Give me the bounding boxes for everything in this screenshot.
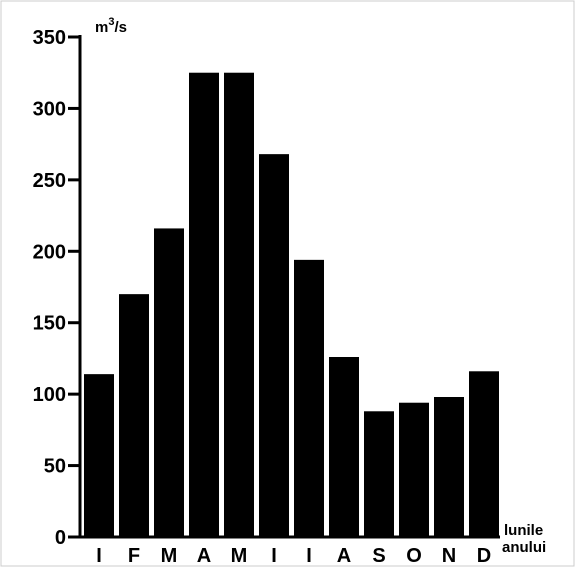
- x-category-label-3: M: [161, 545, 178, 567]
- bars: [84, 72, 499, 537]
- bar-11: [434, 397, 464, 537]
- x-category-label-5: M: [231, 545, 248, 567]
- y-axis: 0 50 100 150 200 250 300 350: [33, 27, 82, 549]
- y-tick-label-300: 300: [33, 98, 66, 120]
- bar-1: [84, 374, 114, 537]
- y-tick-label-250: 250: [33, 170, 66, 192]
- y-tick-label-50: 50: [44, 456, 66, 478]
- x-category-label-2: F: [128, 545, 140, 567]
- x-category-label-4: A: [197, 545, 211, 567]
- y-unit-label: m3/s: [95, 16, 127, 36]
- bar-6: [259, 154, 289, 537]
- x-category-label-8: A: [337, 545, 351, 567]
- x-category-label-9: S: [372, 545, 385, 567]
- y-tick-label-0: 0: [55, 527, 66, 549]
- y-tick-label-350: 350: [33, 27, 66, 49]
- x-category-label-6: I: [271, 545, 277, 567]
- bar-9: [364, 411, 394, 537]
- y-tick-label-100: 100: [33, 384, 66, 406]
- bar-3: [154, 228, 184, 537]
- bar-10: [399, 402, 429, 537]
- bar-4: [189, 72, 219, 537]
- bar-2: [119, 294, 149, 537]
- y-tick-label-200: 200: [33, 241, 66, 263]
- bar-5: [224, 72, 254, 537]
- x-category-label-1: I: [96, 545, 102, 567]
- x-category-label-11: N: [442, 545, 456, 567]
- x-axis-label-line1: lunile: [504, 522, 543, 539]
- x-category-label-10: O: [406, 545, 422, 567]
- x-axis-label-line2: anului: [502, 539, 546, 556]
- x-category-label-7: I: [306, 545, 312, 567]
- y-tick-label-150: 150: [33, 313, 66, 335]
- bar-7: [294, 259, 324, 537]
- bar-12: [469, 371, 499, 537]
- x-category-label-12: D: [477, 545, 491, 567]
- bar-8: [329, 357, 359, 537]
